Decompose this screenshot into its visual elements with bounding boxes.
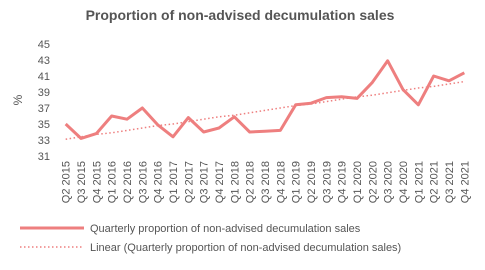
y-tick-label: 45 [38,39,50,51]
x-tick-label: Q1 2017 [168,161,180,203]
x-tick-label: Q2 2016 [122,161,134,203]
x-tick-label: Q3 2020 [383,161,395,203]
y-tick-label: 35 [38,119,50,131]
y-tick-label: 37 [38,103,50,115]
x-tick-label: Q2 2015 [61,161,73,203]
x-tick-label: Q2 2020 [367,161,379,203]
x-tick-label: Q4 2018 [275,161,287,203]
x-tick-label: Q2 2021 [429,161,441,203]
x-tick-label: Q2 2019 [306,161,318,203]
y-tick-label: 31 [38,151,50,163]
x-tick-label: Q3 2019 [321,161,333,203]
x-tick-label: Q1 2019 [291,161,303,203]
y-tick-label: 33 [38,135,50,147]
x-tick-label: Q2 2017 [183,161,195,203]
x-tick-label: Q4 2016 [153,161,165,203]
trend-line [65,80,465,140]
x-tick-label: Q3 2018 [260,161,272,203]
x-tick-label: Q2 2018 [245,161,257,203]
x-tick-label: Q3 2015 [76,161,88,203]
y-tick-label: 43 [38,55,50,67]
x-tick-label: Q1 2020 [352,161,364,203]
x-tick-label: Q4 2019 [337,161,349,203]
y-axis-label: % [11,94,25,105]
data-line [64,59,466,140]
legend-label: Linear (Quarterly proportion of non-advi… [90,242,401,254]
x-tick-label: Q3 2016 [137,161,149,203]
x-tick-label: Q1 2021 [413,161,425,203]
x-tick-label: Q4 2021 [459,161,471,203]
legend-label: Quarterly proportion of non-advised decu… [90,223,361,235]
x-tick-label: Q4 2015 [91,161,103,203]
x-tick-label: Q3 2017 [199,161,211,203]
x-tick-label: Q1 2016 [107,161,119,203]
chart-title: Proportion of non-advised decumulation s… [86,7,395,23]
y-tick-label: 41 [38,71,50,83]
x-tick-label: Q4 2020 [398,161,410,203]
y-tick-label: 39 [38,87,50,99]
x-tick-label: Q1 2018 [229,161,241,203]
x-tick-label: Q4 2017 [214,161,226,203]
x-tick-label: Q3 2021 [444,161,456,203]
